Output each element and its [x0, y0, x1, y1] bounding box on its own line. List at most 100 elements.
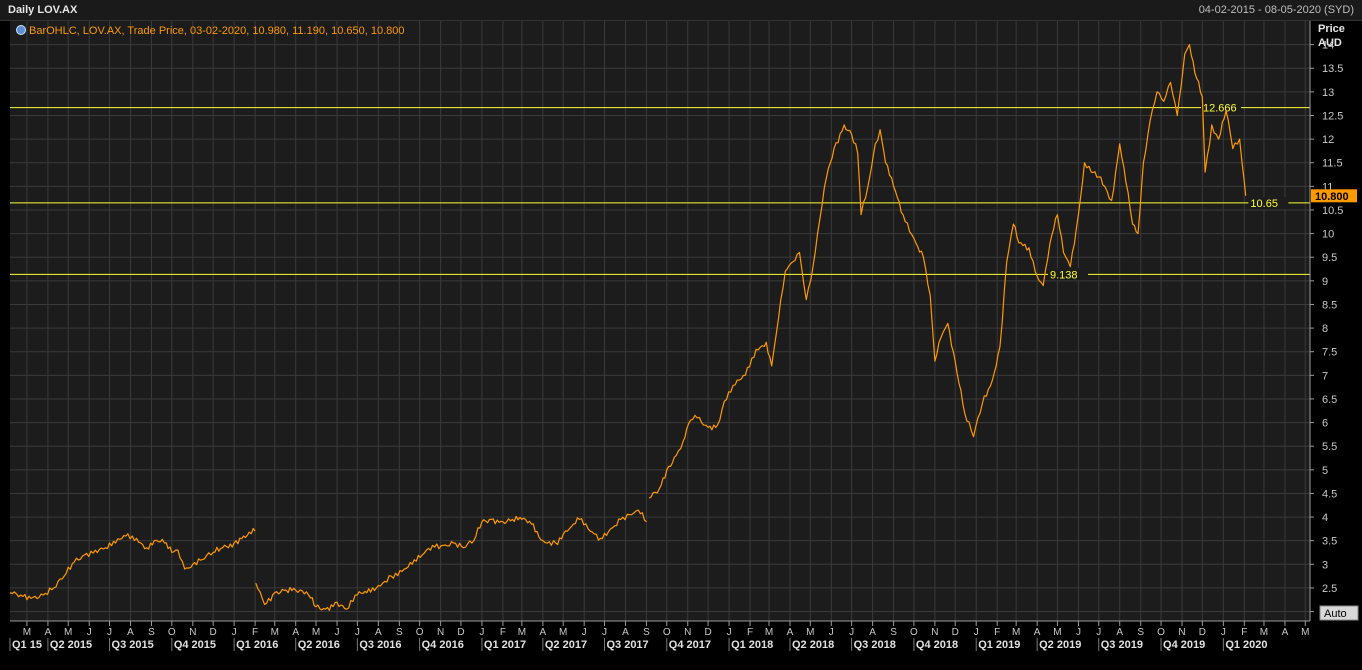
y-tick-label: 8.5 [1322, 299, 1337, 311]
auto-scale-button[interactable]: Auto [1319, 605, 1359, 621]
x-month-label: S [1137, 627, 1144, 638]
x-month-label: M [518, 627, 526, 638]
x-month-label: M [806, 627, 814, 638]
x-month-label: J [829, 627, 834, 638]
x-quarter-label: Q1 2018 [731, 639, 773, 651]
x-quarter-label: Q3 2015 [112, 639, 154, 651]
x-month-label: S [890, 627, 897, 638]
x-month-label: D [704, 627, 711, 638]
x-month-label: J [87, 627, 92, 638]
x-quarter-label: Q2 2015 [50, 639, 92, 651]
x-month-label: M [23, 627, 31, 638]
x-month-label: F [252, 627, 258, 638]
x-month-label: F [1241, 627, 1247, 638]
x-month-label: O [910, 627, 918, 638]
y-tick-label: 14 [1322, 40, 1334, 52]
x-quarter-label: Q2 2017 [545, 639, 587, 651]
x-quarter-label: Q1 2019 [978, 639, 1020, 651]
y-tick-label: 13.5 [1322, 63, 1343, 75]
x-month-label: A [45, 627, 52, 638]
y-axis-title-price: Price [1318, 23, 1345, 35]
x-quarter-label: Q4 2016 [422, 639, 464, 651]
y-tick-label: 11 [1322, 181, 1333, 193]
price-line-segment [648, 44, 1247, 499]
x-month-label: N [684, 627, 691, 638]
y-tick-label: 10.5 [1322, 205, 1343, 217]
x-month-label: J [974, 627, 979, 638]
y-tick-label: 4 [1322, 512, 1328, 524]
legend-text: BarOHLC, LOV.AX, Trade Price, 03-02-2020… [29, 25, 404, 37]
x-month-label: S [148, 627, 155, 638]
y-tick-label: 6.5 [1322, 394, 1337, 406]
y-tick-label: 12 [1322, 134, 1334, 146]
y-tick-label: 3.5 [1322, 536, 1337, 548]
x-month-label: J [479, 627, 484, 638]
x-month-label: S [643, 627, 650, 638]
x-month-label: M [271, 627, 279, 638]
x-quarter-label: Q4 2017 [669, 639, 711, 651]
horizontal-line-label-bg [1048, 268, 1088, 281]
x-month-label: F [994, 627, 1000, 638]
x-month-label: M [765, 627, 773, 638]
x-month-label: J [849, 627, 854, 638]
grid-lines [10, 21, 1310, 621]
x-month-label: O [416, 627, 424, 638]
x-month-label: A [622, 627, 629, 638]
y-tick-label: 5 [1322, 465, 1328, 477]
x-month-label: J [232, 627, 237, 638]
x-quarter-label: Q3 2019 [1101, 639, 1143, 651]
y-tick-label: 13 [1322, 87, 1334, 99]
x-month-label: O [1157, 627, 1165, 638]
y-tick-label: 11.5 [1322, 158, 1343, 170]
x-month-label: J [1076, 627, 1081, 638]
x-month-label: A [869, 627, 876, 638]
auto-button-label[interactable]: Auto [1324, 608, 1347, 620]
x-month-label: O [168, 627, 176, 638]
y-tick-label: 12.5 [1322, 110, 1343, 122]
x-month-label: J [602, 627, 607, 638]
last-price-marker: 10.800 [1311, 189, 1357, 203]
x-month-label: D [1199, 627, 1206, 638]
x-month-label: D [952, 627, 959, 638]
y-tick-label: 9.5 [1322, 252, 1337, 264]
legend[interactable]: BarOHLC, LOV.AX, Trade Price, 03-02-2020… [16, 25, 405, 37]
y-tick-label: 9 [1322, 276, 1328, 288]
x-month-label: A [787, 627, 794, 638]
x-month-label: A [1282, 627, 1289, 638]
y-tick-label: 10 [1322, 229, 1334, 241]
y-tick-label: 7 [1322, 370, 1328, 382]
x-month-label: M [1053, 627, 1061, 638]
x-month-label: N [1178, 627, 1185, 638]
x-month-label: A [540, 627, 547, 638]
x-month-label: J [1221, 627, 1226, 638]
price-line-segment [9, 527, 256, 601]
x-quarter-label: Q2 2016 [298, 639, 340, 651]
x-quarter-label: Q1 15 [12, 639, 42, 651]
x-month-label: N [931, 627, 938, 638]
x-month-label: J [107, 627, 112, 638]
last-price-box [1311, 189, 1357, 203]
y-axis: 22.533.544.555.566.577.588.599.51010.511… [1309, 21, 1343, 621]
x-quarter-label: Q4 2018 [916, 639, 958, 651]
x-quarter-label: Q2 2019 [1039, 639, 1081, 651]
y-tick-label: 4.5 [1322, 488, 1337, 500]
x-month-label: A [127, 627, 134, 638]
x-quarter-label: Q3 2017 [606, 639, 648, 651]
horizontal-line-label-bg [1248, 196, 1289, 209]
x-month-label: F [500, 627, 506, 638]
x-quarter-label: Q1 2020 [1225, 639, 1267, 651]
x-month-label: N [189, 627, 196, 638]
horizontal-line-label: 10.65 [1250, 198, 1278, 210]
horizontal-line-label-bg [1201, 101, 1242, 114]
x-month-label: A [375, 627, 382, 638]
x-quarter-label: Q3 2018 [854, 639, 896, 651]
x-month-label: A [1034, 627, 1041, 638]
x-quarter-label: Q2 2018 [792, 639, 834, 651]
horizontal-line-label: 12.666 [1203, 103, 1237, 115]
auto-button-bg[interactable] [1319, 605, 1359, 621]
x-month-label: J [727, 627, 732, 638]
legend-series-icon[interactable] [16, 25, 26, 35]
x-month-label: O [663, 627, 671, 638]
